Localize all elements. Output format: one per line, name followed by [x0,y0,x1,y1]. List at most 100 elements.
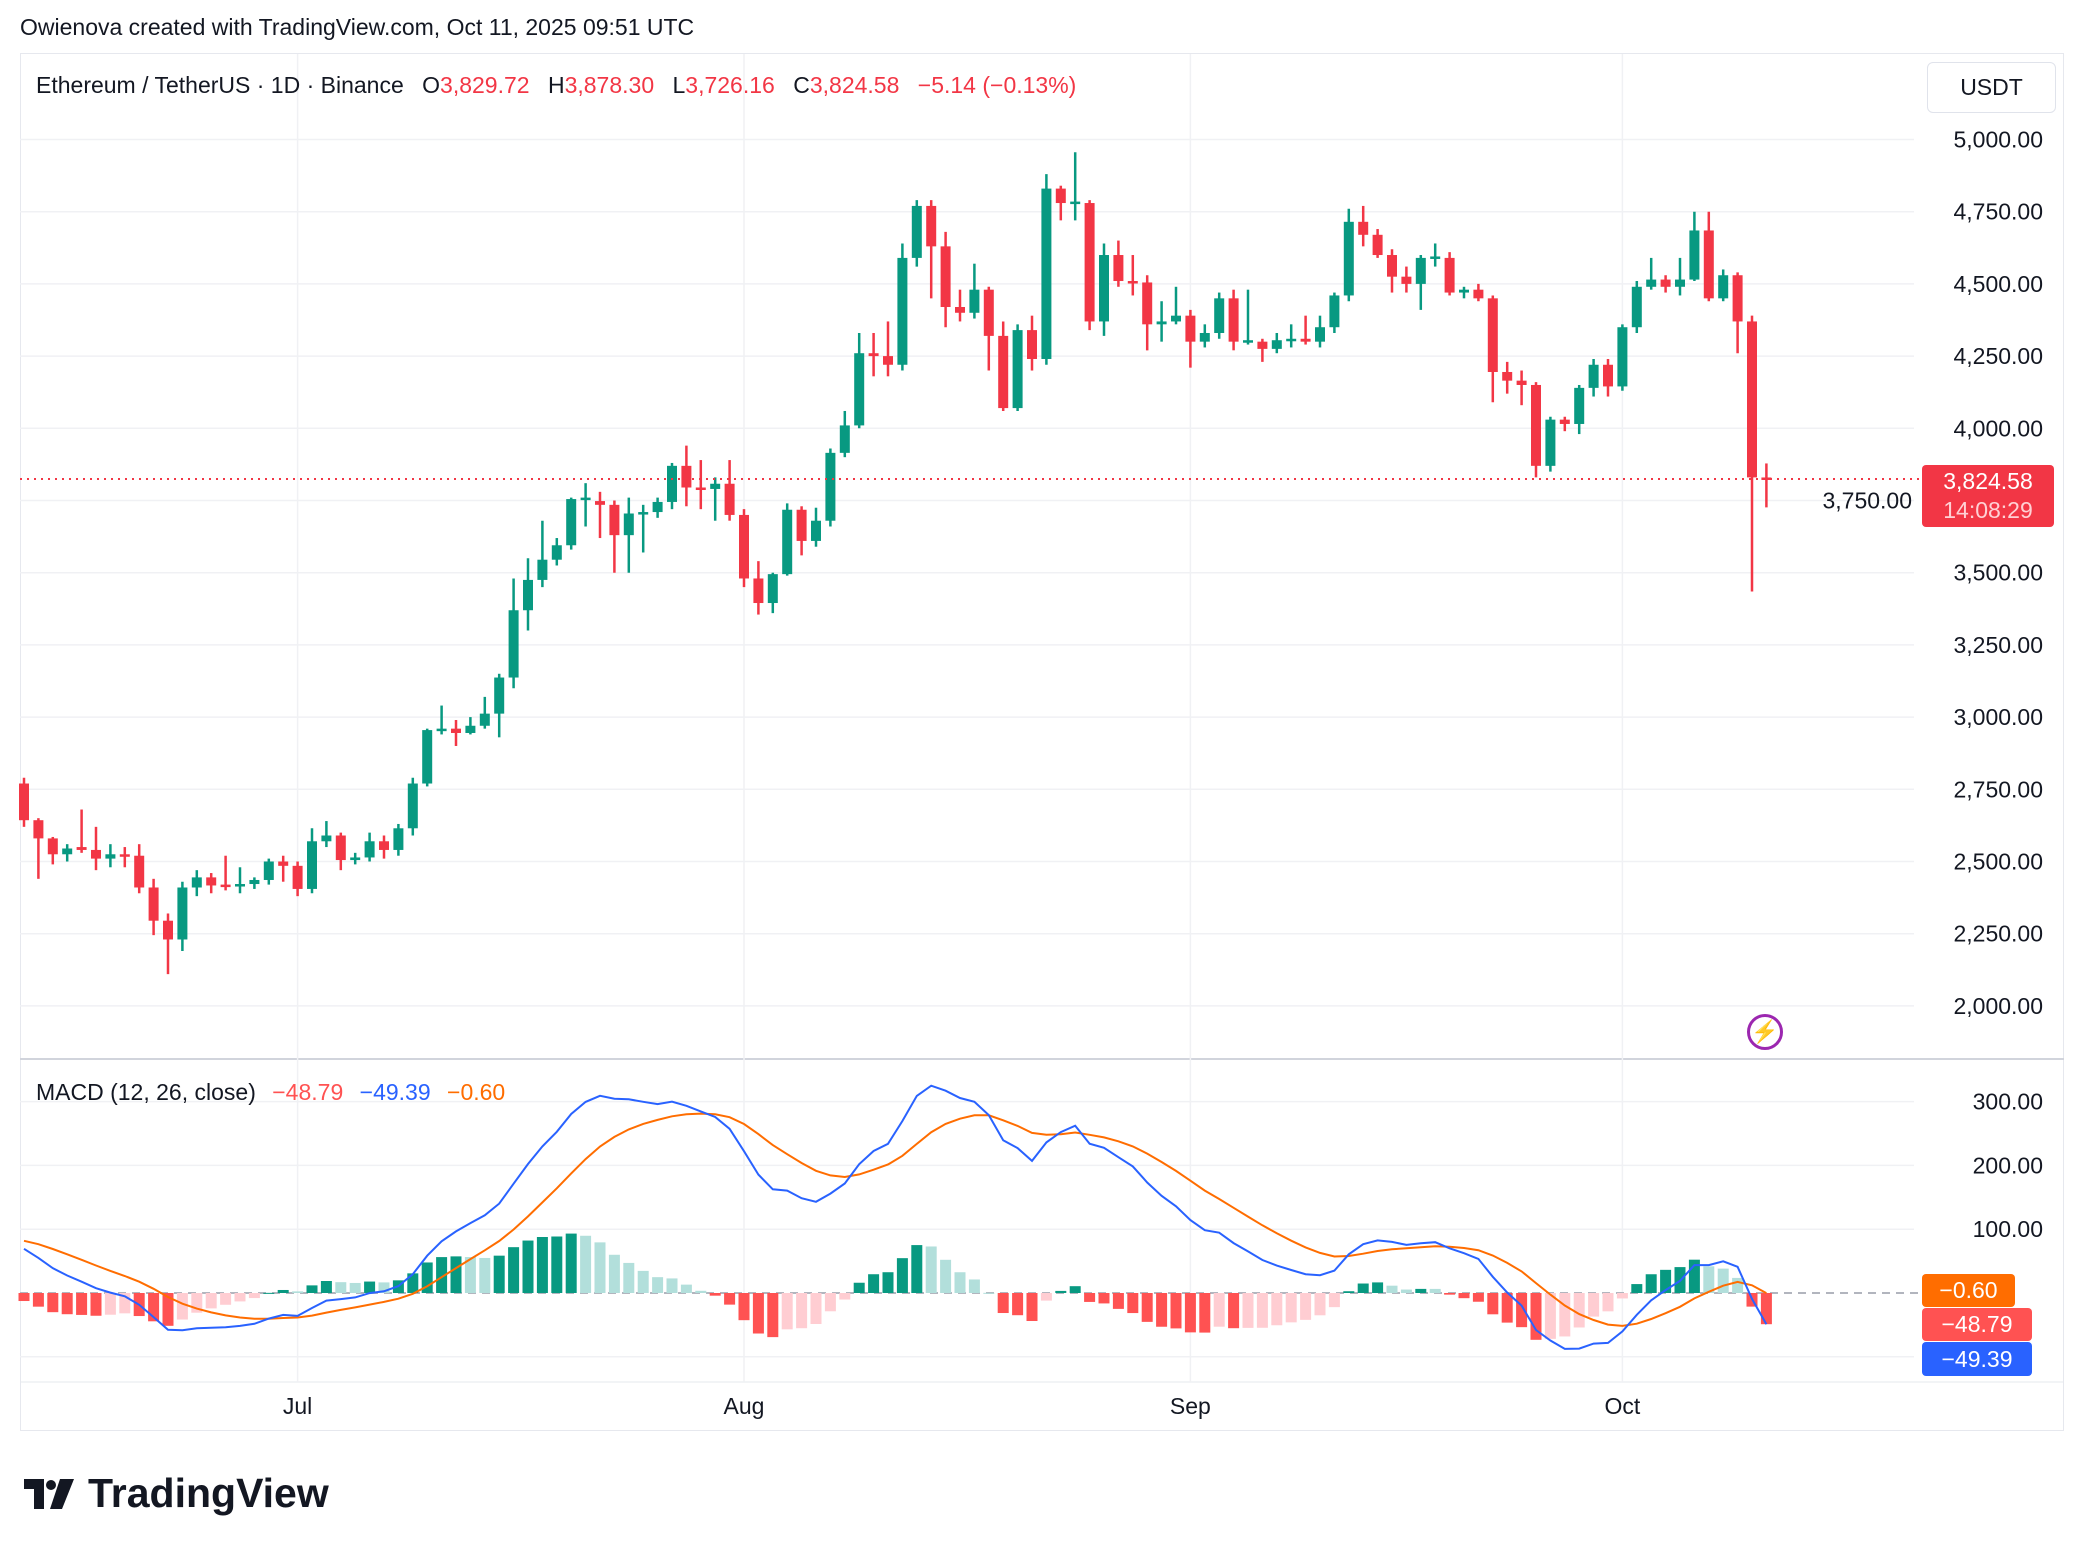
brand-name: TradingView [88,1470,329,1516]
candle-body [839,425,850,453]
macd-histogram-bar [1645,1274,1657,1293]
candle-body [335,835,346,861]
candle-body [983,289,994,336]
macd-histogram-bar [1472,1293,1484,1302]
candle-body [1761,477,1772,480]
macd-legend: MACD (12, 26, close) −48.79 −49.39 −0.60 [36,1079,505,1106]
candle-body [177,887,188,940]
candle-body [1689,230,1700,280]
macd-histogram-bar [1242,1293,1254,1328]
macd-histogram-bar [320,1281,332,1293]
candle-body [278,861,289,866]
macd-signal-value: −0.60 [447,1079,506,1105]
candle-body [379,841,389,850]
macd-histogram-bar [767,1293,779,1338]
candle-body [494,677,505,714]
candle-body [1084,203,1095,322]
candle-body [479,713,490,726]
macd-histogram-bar [824,1293,836,1312]
macd-histogram-bar [18,1293,30,1302]
macd-histogram-bar [1444,1293,1456,1295]
candle-body [911,205,922,258]
candle-body [1214,298,1225,333]
candle-body [422,730,433,784]
candle-body [955,307,965,313]
macd-histogram-bar [925,1246,937,1293]
candle-body [695,487,706,491]
macd-tag: −49.39 [1922,1342,2032,1376]
macd-histogram-bar [248,1293,260,1299]
macd-histogram-bar [90,1293,102,1316]
candle-body [1718,275,1729,299]
candle-body [1228,298,1239,342]
candle-body [1459,289,1469,293]
candle-body [566,499,577,546]
candle-body [1660,279,1671,287]
macd-histogram-bar [1170,1293,1182,1329]
macd-histogram-bar [1328,1293,1340,1308]
candle-body [1703,230,1714,299]
macd-histogram-bar [810,1293,822,1325]
macd-histogram-bar [1458,1293,1470,1299]
macd-histogram-bar [1372,1282,1384,1293]
price-tick-label: 3,000.00 [1953,704,2043,730]
macd-histogram-bar [666,1278,678,1293]
macd-signal-line [23,1112,1767,1327]
price-tick-label: 4,750.00 [1953,199,2043,225]
macd-histogram-bar [1386,1285,1398,1293]
candle-body [1185,315,1196,342]
candle-body [883,356,893,365]
candle-body [47,838,58,855]
candle-body [1732,275,1743,322]
candle-body [652,501,663,513]
macd-histogram-bar [1660,1269,1672,1293]
symbol-name[interactable]: Ethereum / TetherUS · 1D · Binance [36,72,404,98]
macd-histogram-bar [1429,1288,1441,1293]
candles [19,152,1920,975]
candle-body [1502,371,1513,381]
macd-histogram-bar [1256,1293,1268,1328]
candle-body [19,783,29,821]
candle-body [551,545,562,560]
macd-histogram-bar [580,1235,592,1293]
candle-body [739,514,749,579]
candle-body [1343,221,1354,296]
chart-frame [20,53,2064,1431]
macd-histogram-bar [176,1293,188,1320]
close-label: C [793,72,810,98]
macd-histogram-bar [623,1262,635,1293]
candle-body [148,887,159,921]
macd-histogram-bar [47,1293,59,1313]
candle-body [1473,289,1484,299]
grid [20,54,2064,1383]
macd-histogram-bar [1055,1290,1067,1293]
macd-tick-label: 100.00 [1973,1216,2043,1242]
candle-body [537,559,548,580]
candle-body [1243,340,1253,343]
lightning-icon[interactable]: ⚡ [1747,1014,1783,1050]
candle-body [1545,419,1556,466]
macd-histogram-bar [709,1293,721,1296]
low-label: L [672,72,686,98]
candle-body [364,841,375,858]
macd-histogram-bar [479,1257,491,1293]
time-tick-label: Aug [724,1393,765,1419]
macd-title[interactable]: MACD (12, 26, close) [36,1079,256,1105]
candle-body [998,335,1009,409]
close-value: 3,824.58 [809,72,900,98]
macd-histogram-bar [1559,1293,1571,1337]
candle-body [868,353,879,357]
macd-histogram-bar [608,1254,620,1293]
currency-unit-button[interactable]: USDT [1927,62,2056,113]
macd-histogram-bar [1588,1293,1600,1317]
macd-histogram-bar [1688,1259,1700,1293]
macd-histogram-bar [997,1293,1009,1314]
open-label: O [422,72,441,98]
time-tick-label: Jul [283,1393,312,1419]
macd-histogram-bar [306,1285,318,1293]
macd-hist-value: −48.79 [272,1079,344,1105]
candle-body [407,783,418,829]
candle-body [33,820,44,839]
candle-body [1747,321,1757,478]
